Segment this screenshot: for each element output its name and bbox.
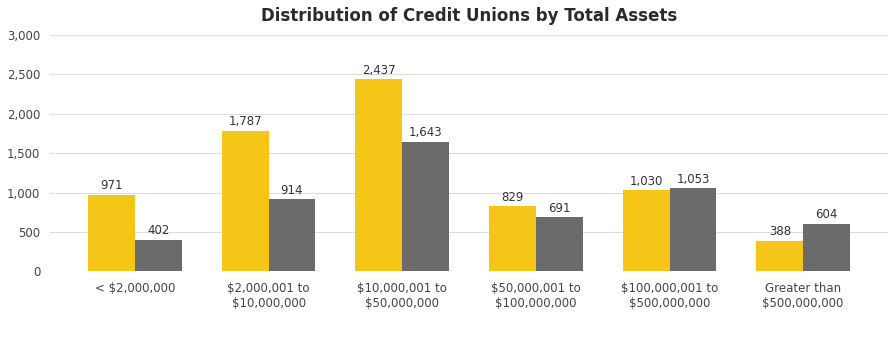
Text: 914: 914 — [281, 184, 303, 197]
Bar — [536, 217, 582, 271]
Text: 1,053: 1,053 — [676, 173, 709, 186]
Text: 2,437: 2,437 — [361, 64, 395, 77]
Bar — [355, 79, 401, 271]
Bar — [88, 195, 135, 271]
Text: 604: 604 — [814, 208, 837, 221]
Bar — [135, 240, 181, 271]
Text: 971: 971 — [100, 180, 122, 192]
Bar — [268, 199, 315, 271]
Text: 388: 388 — [768, 226, 790, 238]
Text: 1,787: 1,787 — [228, 115, 262, 128]
Text: 402: 402 — [147, 224, 169, 237]
Bar — [622, 190, 669, 271]
Bar — [222, 130, 268, 271]
Bar — [669, 188, 715, 271]
Text: 1,030: 1,030 — [628, 175, 662, 188]
Bar — [488, 206, 536, 271]
Text: 1,643: 1,643 — [409, 126, 442, 140]
Bar — [755, 241, 802, 271]
Bar — [802, 224, 849, 271]
Text: 691: 691 — [547, 201, 569, 215]
Text: 829: 829 — [501, 191, 523, 204]
Bar — [401, 142, 449, 271]
Title: Distribution of Credit Unions by Total Assets: Distribution of Credit Unions by Total A… — [261, 7, 677, 25]
